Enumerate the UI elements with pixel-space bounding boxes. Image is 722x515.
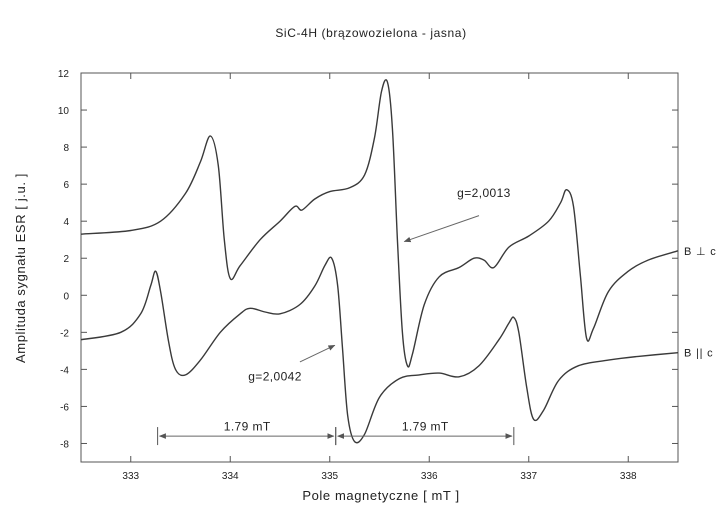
y-tick-label: -2: [60, 328, 69, 339]
series-label: B ⊥ c: [684, 246, 717, 258]
series-line-b-parallel-c: [80, 256, 679, 444]
x-tick-label: 337: [520, 471, 537, 482]
axes: 333 334 335 336 337 338 12 10 8 6 4 2 0 -2 -4 -6 -8: [58, 69, 678, 482]
y-tick-label: -8: [60, 439, 69, 450]
y-tick-label: 0: [63, 291, 69, 302]
y-tick-label: -6: [60, 402, 69, 413]
y-tick-label: 6: [63, 180, 69, 191]
x-tick-label: 334: [222, 471, 239, 482]
x-axis-title: Pole magnetyczne [ mT ]: [302, 488, 459, 503]
g-factor-label: g=2,0013: [457, 186, 511, 200]
annotation-arrow: [299, 344, 336, 363]
series-layer: B ⊥ c B || c: [80, 79, 717, 444]
y-tick-label: 10: [58, 106, 70, 117]
x-tick-label: 338: [620, 471, 637, 482]
chart-title: SiC-4H (brązowozielona - jasna): [275, 26, 466, 40]
y-axis-title: Amplituda sygnału ESR [ j.u. ]: [13, 173, 28, 363]
annotation-layer: g=2,0013 g=2,0042 1.79 mT 1.79 mT: [157, 186, 515, 446]
y-tick-label: 12: [58, 69, 70, 80]
spacing-label: 1.79 mT: [402, 420, 449, 434]
series-label: B || c: [684, 348, 713, 360]
y-tick-label: 4: [63, 217, 69, 228]
y-tick-label: -4: [60, 365, 69, 376]
plot-frame: [80, 72, 679, 463]
g-factor-label: g=2,0042: [248, 369, 302, 383]
y-tick-label: 8: [63, 143, 69, 154]
annotation-arrow: [403, 215, 480, 243]
x-tick-label: 333: [122, 471, 139, 482]
x-tick-label: 336: [421, 471, 438, 482]
spacing-label: 1.79 mT: [224, 420, 271, 434]
x-tick-label: 335: [321, 471, 338, 482]
series-line-b-perp-c: [80, 79, 679, 368]
y-tick-label: 2: [63, 254, 69, 265]
